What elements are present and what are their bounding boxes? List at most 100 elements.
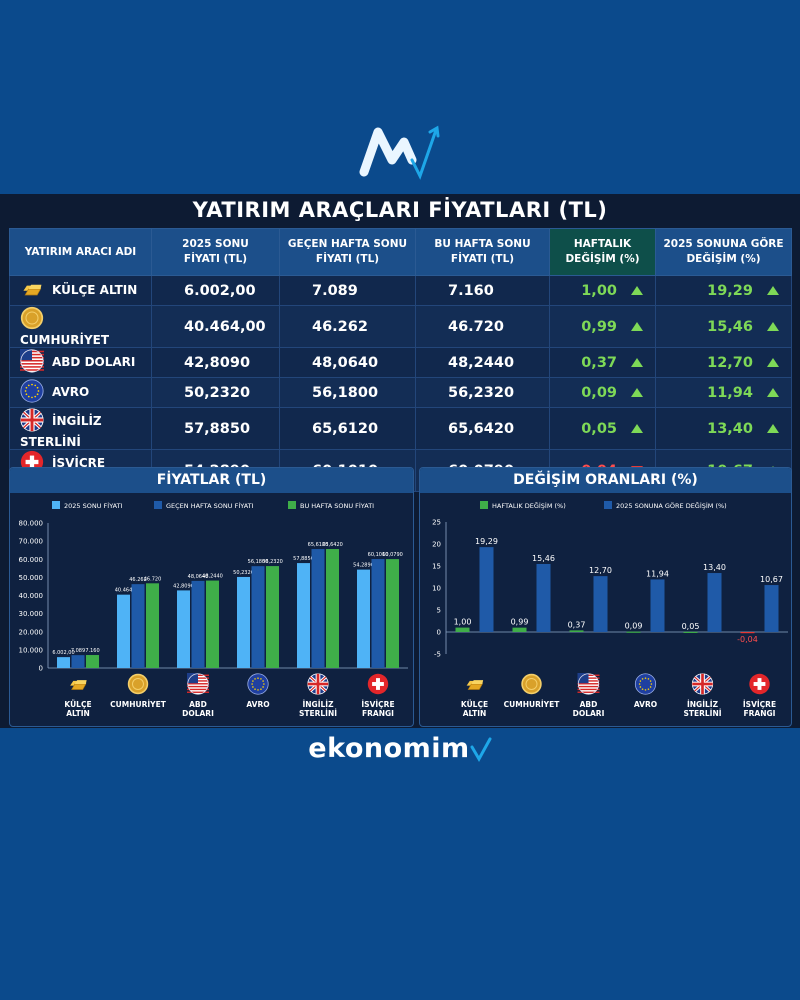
bar [650, 579, 665, 632]
bar [191, 580, 205, 668]
row-last-week-price: 65,6120 [279, 407, 416, 450]
gold-coin-icon [521, 673, 542, 695]
data-label: 13,40 [703, 563, 726, 572]
gold-bar-icon [466, 680, 484, 690]
row-this-week-price: 46.720 [415, 305, 550, 348]
ekonomim-logo-icon [359, 125, 440, 180]
data-label: 65,6420 [322, 542, 343, 548]
swiss-flag-icon [749, 673, 770, 695]
us-flag-icon [577, 673, 600, 695]
bar [266, 566, 279, 668]
bar [593, 576, 608, 632]
row-name: CUMHURİYET [9, 305, 152, 348]
arrow-up-icon [767, 286, 779, 295]
bar [297, 563, 310, 668]
y-tick-label: 70.000 [19, 538, 44, 546]
bar [626, 631, 641, 633]
bar [117, 594, 130, 668]
category-label: DOLARI [573, 709, 605, 718]
data-label: 65,6120 [308, 542, 329, 548]
legend-swatch [480, 501, 488, 509]
y-tick-label: 60.000 [19, 556, 44, 564]
data-label: 46.262 [129, 577, 147, 583]
data-label: 1,00 [454, 618, 472, 627]
row-name: İNGİLİZ STERLİNİ [9, 407, 152, 450]
row-this-week-price: 7.160 [415, 275, 550, 306]
change-chart: DEĞİŞİM ORANLARI (%) HAFTALIK DEĞİŞİM (%… [419, 467, 792, 727]
bar [371, 559, 385, 668]
row-weekly-change: 0,37 [549, 347, 656, 378]
change-chart-title: DEĞİŞİM ORANLARI (%) [420, 468, 791, 493]
bar [206, 580, 219, 668]
bar [57, 657, 70, 668]
y-tick-label: 15 [432, 563, 441, 571]
category-label: ABD [580, 700, 598, 709]
row-ytd-change: 12,70 [655, 347, 792, 378]
row-this-week-price: 65,6420 [415, 407, 550, 450]
bar [86, 655, 99, 668]
bar [764, 585, 779, 632]
bar [131, 584, 145, 668]
row-name-label: KÜLÇE ALTIN [52, 283, 138, 297]
data-label: 10,67 [760, 575, 783, 584]
row-2025-price: 57,8850 [151, 407, 280, 450]
table-row: KÜLÇE ALTIN 6.002,00 7.089 7.160 1,00 19,29 [9, 275, 792, 306]
row-ytd-change: 19,29 [655, 275, 792, 306]
category-label: İSVİÇRE [361, 700, 394, 709]
gold-coin-icon [20, 306, 44, 333]
table-row: CUMHURİYET 40.464,00 46.262 46.720 0,99 15,46 [9, 305, 792, 348]
header-weekly-change: HAFTALIK DEĞİŞİM (%) [549, 228, 656, 276]
uk-flag-icon [691, 673, 714, 695]
legend-label: HAFTALIK DEĞİŞİM (%) [492, 501, 566, 510]
data-label: 0,37 [568, 620, 586, 629]
category-label: İNGİLİZ [687, 700, 719, 709]
header-ytd-change: 2025 SONUNA GÖRE DEĞİŞİM (%) [655, 228, 792, 276]
eu-flag-icon [247, 673, 269, 695]
arrow-up-icon [631, 358, 643, 367]
y-tick-label: 0 [39, 665, 43, 673]
uk-flag-icon [20, 408, 44, 435]
data-label: 48,0640 [188, 574, 209, 580]
change-chart-svg: HAFTALIK DEĞİŞİM (%) 2025 SONUNA GÖRE DEĞ… [432, 501, 788, 718]
data-label: 15,46 [532, 554, 555, 563]
legend-label: GEÇEN HAFTA SONU FİYATI [166, 501, 254, 510]
gold-bar-icon [70, 680, 87, 690]
category-label: ABD [189, 700, 207, 709]
legend-swatch [52, 501, 60, 509]
bar [237, 576, 250, 668]
data-label: 40.464 [115, 588, 133, 594]
category-label: İSVİÇRE [743, 700, 776, 709]
row-name-label: İNGİLİZ STERLİNİ [20, 414, 102, 449]
legend-swatch [154, 501, 162, 509]
y-tick-label: 10 [432, 585, 441, 593]
uk-flag-icon [307, 673, 329, 695]
bar [251, 566, 265, 668]
table-row: İNGİLİZ STERLİNİ 57,8850 65,6120 65,6420 0,0… [9, 407, 792, 450]
prices-chart-title: FİYATLAR (TL) [10, 468, 413, 493]
data-label: 56,1800 [248, 559, 269, 565]
data-label: -0,04 [737, 635, 758, 644]
y-tick-label: 0 [437, 629, 441, 637]
row-weekly-change: 0,09 [549, 377, 656, 408]
data-label: 6.002,00 [52, 650, 74, 656]
y-tick-label: -5 [434, 651, 441, 659]
table-row: ABD DOLARI 42,8090 48,0640 48,2440 0,37 12,70 [9, 347, 792, 378]
data-label: 54,2890 [353, 563, 374, 569]
data-label: 48,2440 [202, 574, 223, 580]
us-flag-icon [20, 349, 44, 376]
table-header-row: YATIRIM ARACI ADI 2025 SONU FİYATI (TL) G… [9, 228, 792, 276]
category-label: CUMHURİYET [110, 700, 167, 709]
row-2025-price: 40.464,00 [151, 305, 280, 348]
gold-coin-icon [127, 673, 149, 695]
legend-label: 2025 SONUNA GÖRE DEĞİŞİM (%) [616, 501, 727, 510]
row-name: ABD DOLARI [9, 347, 152, 378]
arrow-up-icon [767, 322, 779, 331]
category-label: FRANGI [744, 709, 776, 718]
header-this-week-price: BU HAFTA SONU FİYATI (TL) [415, 228, 550, 276]
row-last-week-price: 7.089 [279, 275, 416, 306]
row-weekly-change: 0,99 [549, 305, 656, 348]
data-label: 0,99 [511, 618, 529, 627]
row-name-label: CUMHURİYET [20, 333, 110, 347]
eu-flag-icon [634, 673, 657, 695]
bar [536, 563, 551, 632]
